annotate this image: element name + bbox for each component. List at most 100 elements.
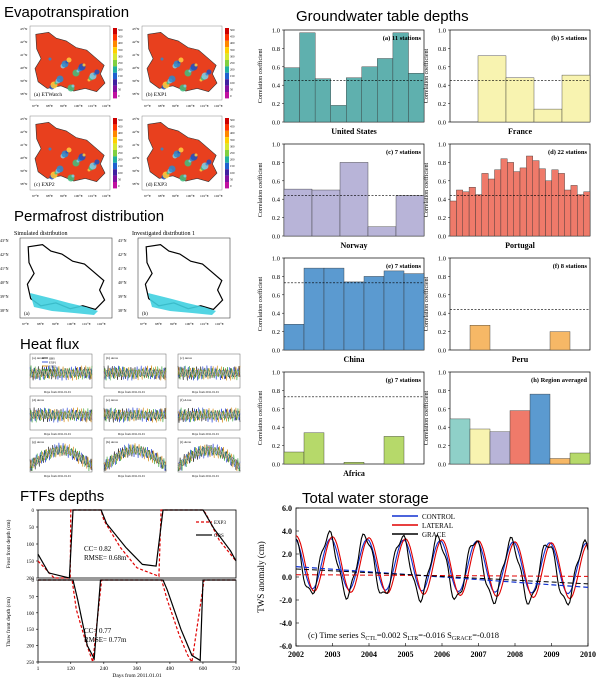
gw-panel-label: (e) 7 stations: [386, 263, 421, 270]
gw-region-title: France: [508, 127, 532, 136]
colorbar-swatch: [225, 28, 229, 35]
tws-grace-trend: [295, 568, 589, 585]
gw-bar: [538, 168, 546, 237]
y-tick-label: -6.0: [279, 642, 292, 651]
map-patch: [178, 57, 184, 63]
gw-bar: [533, 108, 563, 123]
lat-tick: 42°N: [20, 40, 28, 44]
colorbar-label: 50: [230, 87, 234, 91]
y-tick-label: 0.0: [438, 348, 446, 355]
gw-bar: [570, 185, 578, 237]
lat-tick: 42°N: [0, 252, 9, 257]
lon-tick: 98°E: [46, 104, 53, 108]
y-tick-label: 0: [32, 579, 35, 584]
ftf-stat: CC= 0.77: [84, 627, 112, 635]
gw-panel: 0.0 0.2 0.4 0.6 0.8 1.0 Correlation coefficien…: [257, 256, 425, 364]
x-tick-label: 480: [166, 666, 175, 672]
tws-grace-line: [295, 530, 589, 606]
gw-bar: [519, 167, 527, 237]
colorbar-swatch: [113, 40, 117, 48]
permafrost-panel-title: Investigated distribution 1: [132, 231, 195, 237]
colorbar-label: 500: [118, 28, 123, 32]
map-patch: [94, 69, 100, 75]
lat-tick: 40°N: [0, 280, 9, 285]
heatflux-panel-label: (f) Arou: [180, 398, 192, 402]
colorbar-swatch: [225, 182, 229, 189]
lon-tick: 102°E: [102, 194, 111, 198]
lat-tick: 43°N: [118, 238, 127, 243]
gw-bar: [529, 393, 551, 465]
gw-bar: [449, 200, 457, 237]
colorbar-swatch: [225, 34, 229, 41]
colorbar-label: 250: [118, 151, 123, 155]
lon-tick: 101°E: [82, 322, 91, 326]
colorbar-swatch: [113, 34, 117, 41]
heatflux-line: [103, 443, 167, 471]
legend-label: EXP3: [214, 521, 226, 526]
gw-bar: [377, 58, 394, 123]
permafrost-sub-label: (a): [24, 312, 30, 317]
map-region: [144, 243, 224, 315]
lat-tick: 39°N: [0, 294, 9, 299]
legend-label: GRACE: [422, 531, 446, 539]
gw-bar: [487, 178, 495, 237]
map-patch: [206, 69, 212, 75]
colorbar-label: 300: [118, 54, 123, 58]
heatflux-panel-label: (d) Arou: [32, 398, 44, 402]
y-tick-label: 0.6: [438, 178, 447, 185]
lon-tick: 97°E: [32, 194, 39, 198]
map-patch: [82, 153, 86, 157]
y-tick-label: 0.4: [272, 311, 281, 318]
map-patch: [48, 147, 52, 151]
colorbar-label: 400: [230, 131, 235, 135]
y-tick-label: 0.4: [438, 311, 447, 318]
y-tick-label: 0.4: [438, 197, 447, 204]
y-tick-label: 1.0: [272, 256, 280, 263]
colorbar-label: 250: [230, 61, 235, 65]
colorbar-label: 150: [230, 164, 235, 168]
gw-bar: [526, 155, 533, 237]
lat-tick: 42°N: [20, 130, 28, 134]
ftf-ylabel-top: Frost front depth (cm): [5, 519, 12, 568]
gw-bar: [469, 428, 491, 465]
heatflux-panel-label: (a) Arou: [32, 356, 44, 360]
colorbar-swatch: [225, 40, 229, 48]
y-tick-label: -4.0: [279, 619, 292, 628]
colorbar-swatch: [225, 169, 229, 176]
map-patch: [168, 165, 176, 173]
x-tick-label: 2010: [580, 650, 596, 659]
colorbar-label: 300: [118, 144, 123, 148]
heatflux-line: [177, 407, 241, 423]
y-tick-label: 1.0: [272, 142, 280, 149]
colorbar-label: 450: [118, 35, 123, 39]
y-tick-label: 150: [27, 560, 35, 565]
heatflux-line: [29, 443, 93, 470]
y-tick-label: 200: [27, 577, 35, 582]
gw-region-title: Peru: [512, 355, 529, 364]
gw-ylabel: Correlation coefficient: [423, 162, 430, 217]
lon-tick: 101°E: [200, 322, 209, 326]
x-tick-label: 2009: [544, 650, 560, 659]
colorbar-swatch: [225, 118, 229, 125]
map-patch: [71, 84, 75, 88]
colorbar-swatch: [225, 175, 229, 182]
y-tick-label: 1.0: [438, 28, 446, 35]
gw-panel: 0.0 0.2 0.4 0.6 0.8 1.0 Correlation coefficien…: [257, 370, 425, 478]
y-tick-label: 0.6: [272, 406, 281, 413]
colorbar-label: 150: [118, 74, 123, 78]
gw-bar: [583, 191, 591, 237]
x-tick-label: 360: [133, 666, 142, 672]
lat-tick: 41°N: [132, 53, 140, 57]
gw-bar: [489, 431, 511, 465]
heatflux-line: [29, 442, 93, 470]
ftf-stat: RMSE= 0.77m: [84, 636, 127, 644]
heatflux-panel: (g) Arou Days from 2011.01.01: [29, 437, 93, 478]
colorbar-label: 200: [230, 158, 235, 162]
x-tick-label: 2005: [398, 650, 414, 659]
lat-tick: 40°N: [20, 156, 28, 160]
caption-part: LTR: [408, 636, 419, 642]
gw-panel-label: (b) 5 stations: [551, 35, 587, 42]
colorbar-swatch: [113, 182, 117, 189]
lat-tick: 38°N: [20, 182, 28, 186]
